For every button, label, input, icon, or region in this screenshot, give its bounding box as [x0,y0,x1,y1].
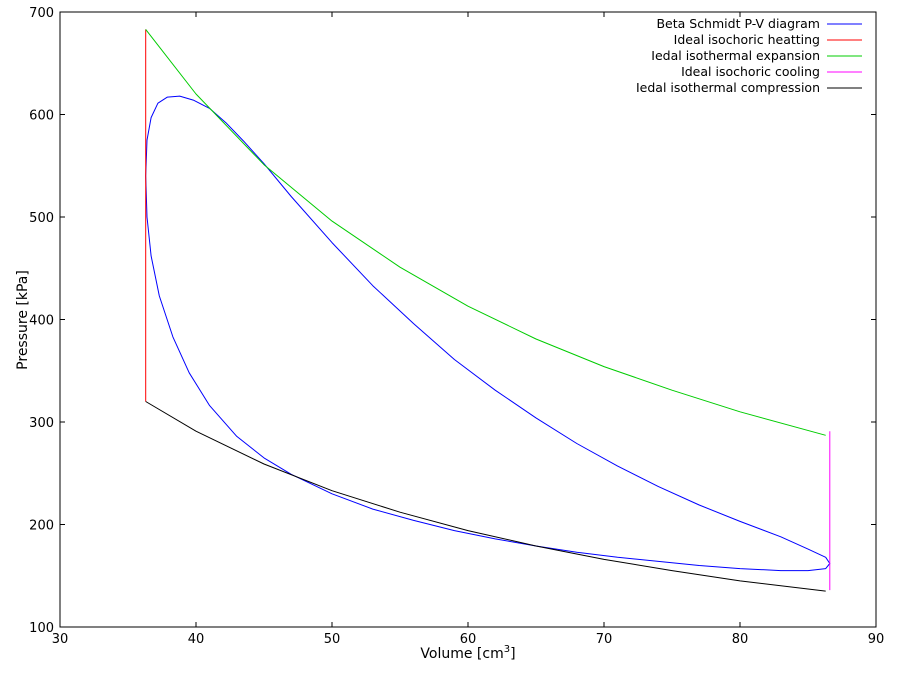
tick-layer: 30 40 50 60 70 80 90 100 200 300 400 500 600 700 [29,6,884,647]
x-axis-label-superscript: 3 [504,644,510,655]
y-tick-label: 300 [29,416,54,431]
series-line-2 [145,29,826,436]
x-tick-label: 80 [732,632,749,647]
series-layer [145,29,831,592]
x-tick-label: 40 [188,632,205,647]
y-tick-label: 700 [29,6,54,21]
legend-label: Ideal isochoric heatting [674,32,820,47]
series-line-4 [145,401,826,592]
x-tick-label: 60 [460,632,477,647]
x-axis-label: Volume [cm3] [420,644,515,662]
series-line-0 [145,95,831,572]
y-tick-label: 200 [29,519,54,534]
x-axis-label-end: ] [510,646,515,662]
legend-label: Iedal isothermal compression [636,80,820,95]
x-tick-label: 90 [868,632,885,647]
x-tick-label: 50 [324,632,341,647]
y-tick-label: 600 [29,109,54,124]
legend-label: Beta Schmidt P-V diagram [656,16,820,31]
y-tick-label: 400 [29,314,54,329]
legend-label: Iedal isothermal expansion [651,48,820,63]
x-tick-label: 30 [52,632,69,647]
y-tick-label: 500 [29,211,54,226]
x-tick-label: 70 [596,632,613,647]
y-tick-label: 100 [29,621,54,636]
y-axis-label: Pressure [kPa] [15,270,31,370]
legend-label: Ideal isochoric cooling [681,64,820,79]
plot-background [60,12,876,627]
